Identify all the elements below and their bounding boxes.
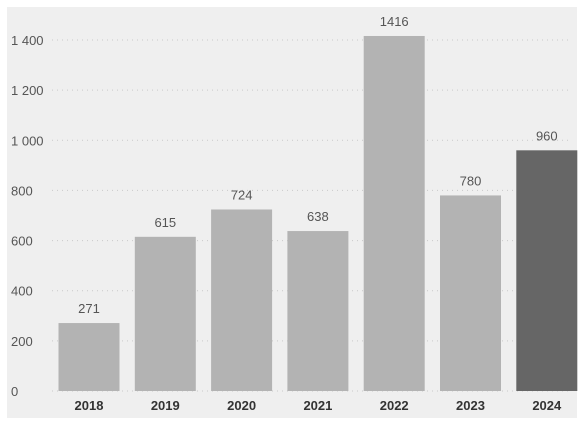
bar-2024 [516,150,578,391]
y-tick-label: 200 [11,334,33,349]
y-tick-label: 0 [11,384,18,399]
y-tick-label: 1 000 [11,133,44,148]
bars [58,35,578,391]
x-tick-label-2022: 2022 [380,398,409,413]
bar-2018 [58,323,120,391]
data-label-2023: 780 [460,173,482,188]
data-label-2018: 271 [78,301,100,316]
bar-2019 [134,236,196,391]
data-label-2024: 960 [536,128,558,143]
y-tick-label: 800 [11,183,33,198]
data-label-2020: 724 [231,187,253,202]
y-tick-label: 1 200 [11,83,44,98]
x-tick-label-2021: 2021 [303,398,332,413]
bar-2022 [363,35,425,391]
bar-2021 [287,231,349,391]
x-tick-label-2019: 2019 [151,398,180,413]
x-tick-label-2020: 2020 [227,398,256,413]
y-tick-label: 1 400 [11,33,44,48]
x-tick-label-2024: 2024 [532,398,562,413]
x-tick-label-2018: 2018 [75,398,104,413]
y-tick-label: 600 [11,234,33,249]
bar-2023 [440,195,501,391]
y-tick-label: 400 [11,284,33,299]
bar-2020 [211,209,273,391]
data-label-2019: 615 [154,215,176,230]
y-axis-tick-labels: 0 200 400 600 800 1 000 1 200 1 400 [11,33,44,399]
x-axis-tick-labels: 2018 2019 2020 2021 2022 2023 2024 [75,398,562,413]
data-label-2022: 1416 [380,14,409,29]
data-label-2021: 638 [307,209,329,224]
data-labels: 271 615 724 638 1416 780 960 [78,14,558,316]
x-tick-label-2023: 2023 [456,398,485,413]
